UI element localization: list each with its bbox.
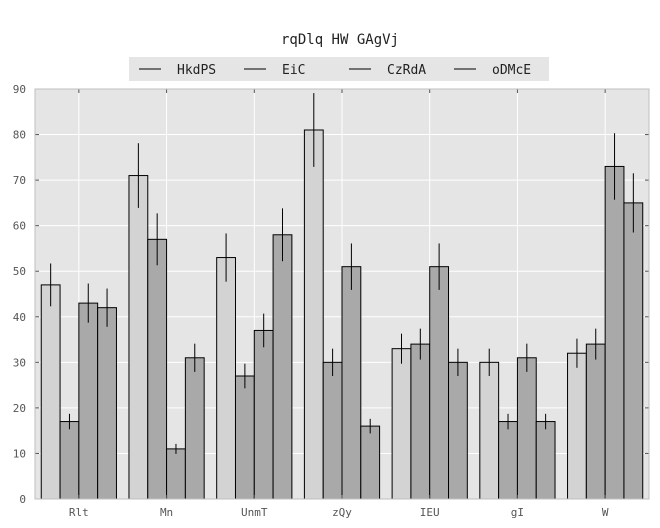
bar	[448, 361, 468, 500]
y-tick-label: 90	[13, 83, 26, 96]
x-tick-label: UnmT	[241, 506, 268, 519]
bar	[410, 343, 431, 500]
bar	[360, 425, 381, 500]
legend-box	[129, 57, 549, 81]
legend: HkdPS EiC CzRdA oDMcE	[129, 57, 549, 81]
bar	[585, 343, 606, 500]
y-tick-label: 80	[13, 129, 26, 142]
bar	[40, 284, 61, 500]
plot-frame	[34, 88, 650, 500]
y-tick-label: 30	[13, 356, 26, 369]
y-tick-label: 60	[13, 220, 26, 233]
y-tick-label: 40	[13, 311, 26, 324]
bar	[97, 307, 117, 500]
y-tick-label: 50	[13, 265, 26, 278]
bar	[535, 421, 556, 500]
bar	[322, 361, 343, 500]
x-tick-label: Rlt	[69, 506, 89, 519]
y-tick-label: 70	[13, 174, 26, 187]
x-tick-label: Mn	[160, 506, 173, 519]
bar	[479, 361, 500, 500]
bar	[166, 448, 186, 500]
bar	[429, 266, 450, 500]
bar	[234, 375, 255, 500]
bar	[147, 238, 168, 500]
bar	[567, 352, 587, 500]
plot-area: 0 10 20 30 40 50 60 70 80 90 Rlt Mn UnmT zQy IEU gI W	[13, 83, 650, 519]
bar	[216, 257, 236, 500]
legend-label: oDMcE	[492, 63, 531, 78]
bar	[516, 357, 537, 500]
chart-title: rqDlq HW GAgVj	[281, 32, 399, 48]
bar	[184, 357, 205, 500]
bar	[498, 421, 518, 500]
y-tick-label: 0	[19, 493, 26, 506]
legend-label: HkdPS	[177, 63, 216, 78]
x-tick-label: IEU	[420, 506, 440, 519]
bar	[253, 329, 274, 500]
bar	[272, 234, 293, 500]
legend-label: CzRdA	[387, 63, 426, 78]
bar	[623, 202, 644, 500]
bar	[303, 129, 324, 500]
legend-label: EiC	[282, 63, 305, 78]
bar	[604, 165, 625, 500]
bar	[391, 348, 412, 500]
y-tick-label: 20	[13, 402, 26, 415]
bar	[341, 266, 362, 500]
y-tick-label: 10	[13, 447, 26, 460]
x-tick-label: W	[602, 506, 609, 519]
bar	[59, 421, 80, 500]
x-tick-label: zQy	[332, 506, 352, 519]
bar	[78, 302, 99, 500]
x-tick-label: gI	[511, 506, 524, 519]
bar	[128, 175, 149, 500]
